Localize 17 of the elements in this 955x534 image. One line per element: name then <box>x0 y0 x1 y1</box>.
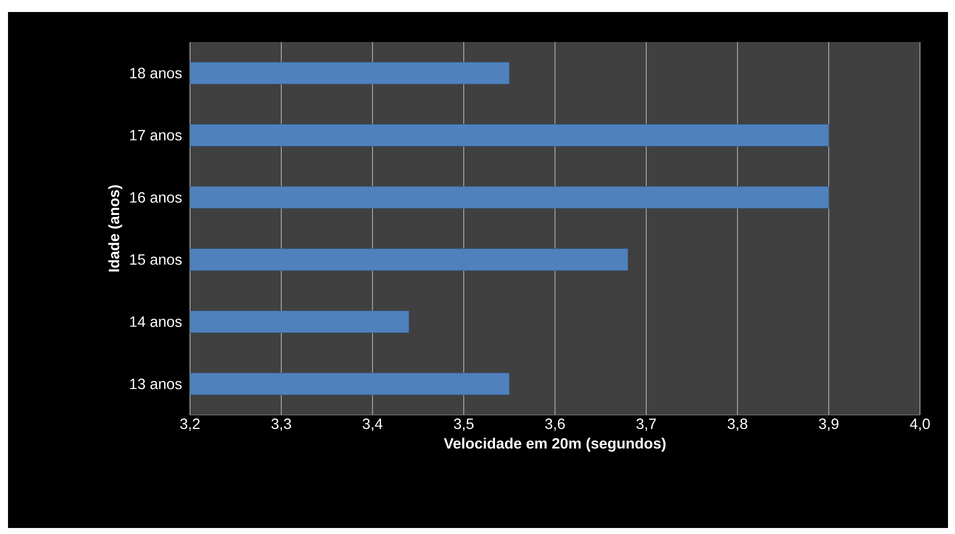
x-tick-label: 3,8 <box>728 418 748 431</box>
y-tick-label: 17 anos <box>130 130 182 140</box>
x-tick-label: 3,5 <box>454 418 474 431</box>
x-tick-label: 3,6 <box>545 418 565 431</box>
x-tick-label: 4,0 <box>910 418 930 431</box>
y-tick-label: 16 anos <box>130 192 182 203</box>
x-tick-label: 3,9 <box>818 418 838 431</box>
x-tick-label: 3,4 <box>362 418 382 431</box>
x-tick-label: 3,2 <box>180 418 200 431</box>
y-tick-label: 18 anos <box>130 68 182 78</box>
x-axis-title: Velocidade em 20m (segundos) <box>444 438 666 452</box>
y-axis-title: Idade (anos) <box>108 185 122 272</box>
y-tick-label: 14 anos <box>130 316 182 327</box>
y-tick-label: 15 anos <box>130 254 182 265</box>
y-tick-label: 13 anos <box>130 378 182 390</box>
x-tick-label: 3,7 <box>636 418 656 431</box>
x-tick-label: 3,3 <box>271 418 291 431</box>
